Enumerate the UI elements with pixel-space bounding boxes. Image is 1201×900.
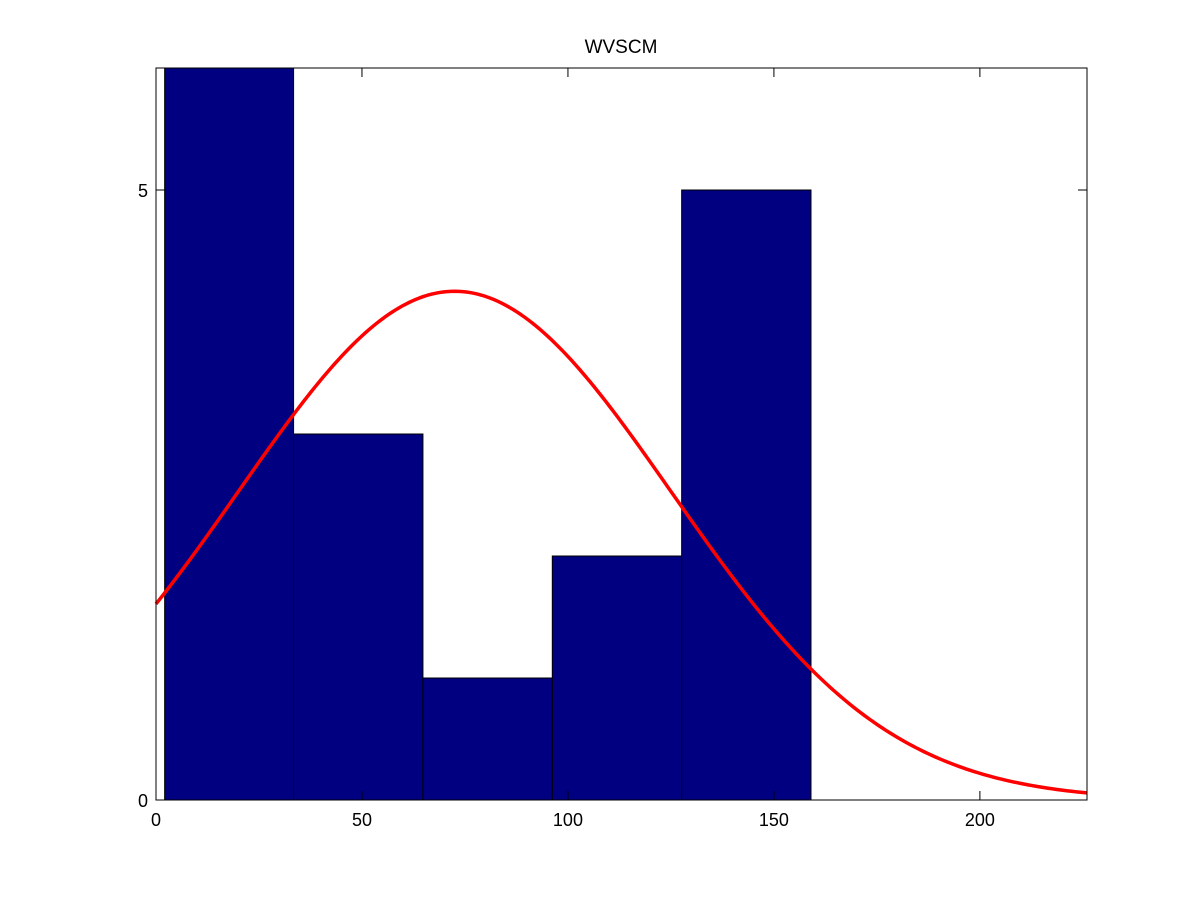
ticks-layer: 0 50 100 150 200 0 5 — [138, 68, 1087, 830]
histogram-bar-1 — [164, 67, 295, 801]
histogram-bar-5 — [681, 189, 812, 801]
histogram-bar-4 — [551, 555, 683, 801]
y-tick-label: 5 — [138, 181, 148, 201]
x-tick-label: 200 — [965, 810, 995, 830]
x-tick-label: 0 — [151, 810, 161, 830]
x-tick-label: 100 — [553, 810, 583, 830]
x-tick-label: 150 — [759, 810, 789, 830]
x-tick-label: 50 — [352, 810, 372, 830]
histogram-bar-3 — [422, 677, 553, 801]
axes-box — [155, 67, 1088, 801]
y-tick-label: 0 — [138, 791, 148, 811]
chart-title: WVSCM — [585, 37, 658, 58]
histogram-bar-2 — [293, 433, 424, 801]
bars-layer — [164, 67, 812, 801]
normal-fit-curve — [154, 289, 1088, 795]
fit-curve-layer — [154, 289, 1088, 795]
